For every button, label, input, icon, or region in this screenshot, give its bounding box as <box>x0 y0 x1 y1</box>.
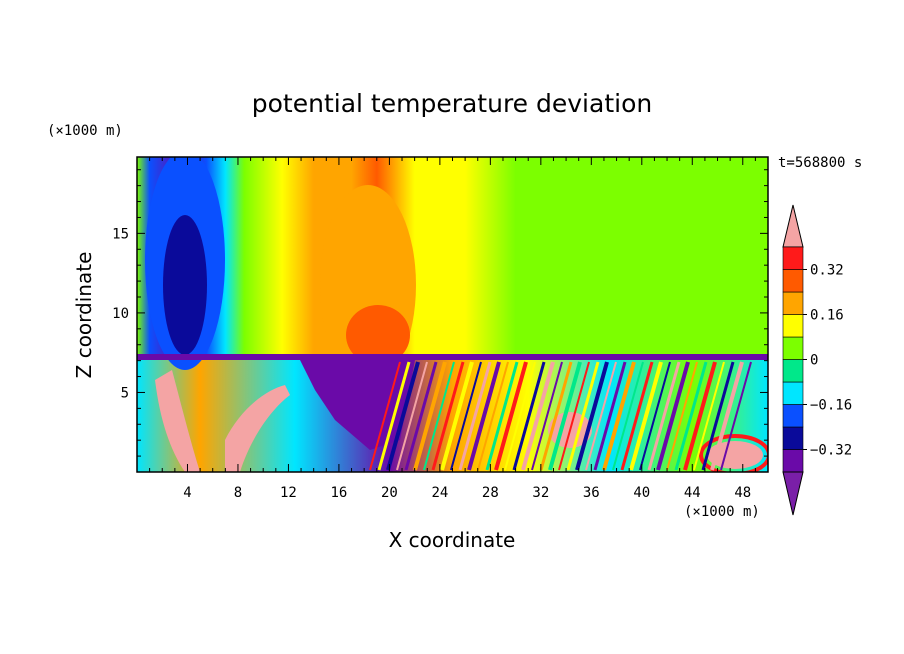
pink-streak-left <box>155 370 200 472</box>
y-axis-label: Z coordinate <box>72 252 96 379</box>
streak-13 <box>485 361 519 471</box>
streak-5 <box>413 361 447 471</box>
streak-21 <box>558 361 590 471</box>
streaks <box>369 361 752 471</box>
x-tick-label-10: 44 <box>684 485 701 501</box>
x-tick-label-7: 32 <box>532 485 549 501</box>
streak-1 <box>377 361 411 471</box>
streak-8 <box>440 361 474 471</box>
pink-blob-far-right <box>707 441 763 469</box>
y-tick-label-0: 5 <box>121 385 129 401</box>
colorbar-segment-1 <box>782 426 804 450</box>
colorbar-tick-label-0: 0.32 <box>810 263 844 279</box>
streak-9 <box>450 361 482 471</box>
chart-title: potential temperature deviation <box>252 89 652 118</box>
streak-34 <box>674 361 708 471</box>
colorbar-segment-6 <box>782 314 804 338</box>
upper-layer <box>137 157 768 357</box>
streak-35 <box>683 361 717 471</box>
streak-37 <box>701 361 735 471</box>
streak-17 <box>521 361 555 471</box>
green-patch <box>666 225 714 315</box>
streak-29 <box>629 361 663 471</box>
streak-20 <box>548 361 582 471</box>
x-tick-label-8: 36 <box>583 485 600 501</box>
colorbar-under-arrow <box>782 471 804 516</box>
streak-26 <box>602 361 636 471</box>
x-tick-label-4: 20 <box>381 485 398 501</box>
streak-16 <box>512 361 546 471</box>
x-tick-label-1: 8 <box>234 485 242 501</box>
streak-32 <box>656 361 690 471</box>
colorbar-segment-9 <box>782 246 804 270</box>
streak-31 <box>647 361 681 471</box>
x-axis: 4 8 12 16 20 24 28 32 36 40 44 48 <box>149 157 756 501</box>
streak-24 <box>585 361 617 471</box>
y-tick-label-1: 10 <box>112 306 129 322</box>
colorbar-segment-3 <box>782 381 804 405</box>
x-tick-label-0: 4 <box>183 485 191 501</box>
x-axis-label: X coordinate <box>389 528 516 552</box>
streak-6 <box>423 361 455 471</box>
interface-band <box>137 354 768 360</box>
streak-7 <box>431 361 465 471</box>
streak-18 <box>531 361 563 471</box>
colorbar-tick-label-4: −0.32 <box>810 443 852 459</box>
streak-25 <box>593 361 627 471</box>
time-label: t=568800 s <box>778 155 862 171</box>
plot-area <box>137 157 768 472</box>
warm-core <box>346 305 410 365</box>
streak-30 <box>639 361 671 471</box>
streak-4 <box>404 361 438 471</box>
colorbar-segment-8 <box>782 269 804 293</box>
x-tick-label-3: 16 <box>330 485 347 501</box>
streak-15 <box>504 361 536 471</box>
streak-33 <box>666 361 698 471</box>
colorbar-tick-label-1: 0.16 <box>810 308 844 324</box>
x-unit-label: (×1000 m) <box>684 504 760 520</box>
streak-2 <box>386 361 420 471</box>
streak-11 <box>467 361 501 471</box>
purple-wedge <box>300 360 415 450</box>
y-axis: 5 10 15 <box>112 169 768 457</box>
streak-39 <box>720 361 752 471</box>
colorbar-segment-4 <box>782 359 804 383</box>
colorbar: 0.32 0.16 0 −0.16 −0.32 <box>782 204 852 516</box>
pink-streak-mid <box>225 385 290 472</box>
streak-0 <box>369 361 401 471</box>
streak-12 <box>477 361 509 471</box>
red-rim-right <box>699 434 768 472</box>
streak-36 <box>693 361 725 471</box>
colorbar-segment-5 <box>782 336 804 360</box>
streak-19 <box>539 361 573 471</box>
streak-10 <box>458 361 492 471</box>
streak-22 <box>566 361 600 471</box>
streak-38 <box>710 361 744 471</box>
colorbar-segment-7 <box>782 291 804 315</box>
streak-27 <box>612 361 644 471</box>
colorbar-over-arrow <box>782 204 804 248</box>
x-tick-label-2: 12 <box>280 485 297 501</box>
cold-core <box>163 215 207 355</box>
x-tick-label-6: 28 <box>482 485 499 501</box>
streak-28 <box>620 361 654 471</box>
colorbar-tick-label-3: −0.16 <box>810 398 852 414</box>
colorbar-segment-2 <box>782 404 804 428</box>
x-tick-label-11: 48 <box>734 485 751 501</box>
x-tick-label-5: 24 <box>431 485 448 501</box>
streak-14 <box>494 361 528 471</box>
y-tick-label-2: 15 <box>112 226 129 242</box>
y-unit-label: (×1000 m) <box>47 123 123 139</box>
colorbar-segment-0 <box>782 449 804 473</box>
x-tick-label-9: 40 <box>633 485 650 501</box>
streak-23 <box>575 361 609 471</box>
colorbar-tick-label-2: 0 <box>810 353 818 369</box>
streak-3 <box>396 361 428 471</box>
